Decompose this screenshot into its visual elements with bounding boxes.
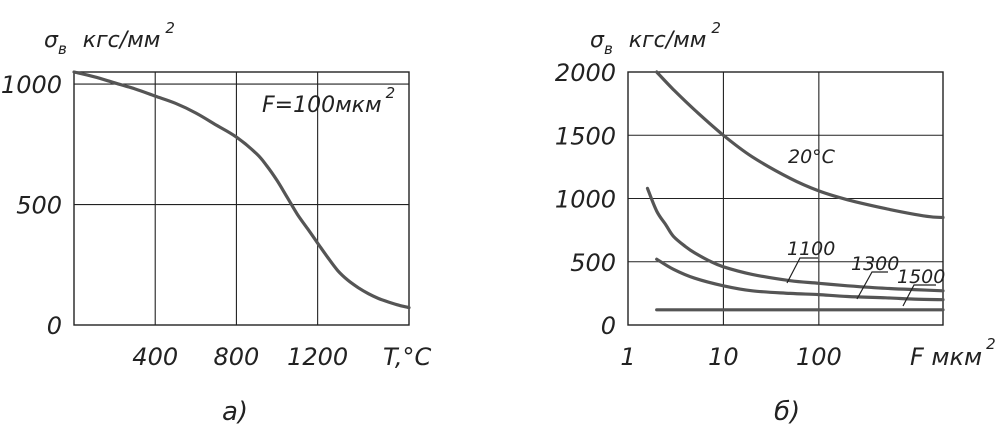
panel-b-series-line-20c xyxy=(655,70,945,220)
panel-b-y-tick-500: 500 xyxy=(570,249,616,277)
panel-a-ylabel-subscript: в xyxy=(58,40,67,58)
panel-a-series xyxy=(72,70,411,310)
panel-a-x-tick-800: 800 xyxy=(214,343,260,371)
panel-b-series-line-1100 xyxy=(645,186,945,293)
leader-1300 xyxy=(856,271,888,300)
panel-b-plot-frame xyxy=(627,71,944,326)
panel-a-y-tick-500: 500 xyxy=(16,192,62,220)
panel-b-y-tick-1000: 1000 xyxy=(555,186,616,214)
series-label-1500: 1500 xyxy=(897,266,945,288)
panel-b-y-tick-1500: 1500 xyxy=(555,122,616,150)
panel-a-series-line-0 xyxy=(72,70,411,310)
panel-b-caption: б) xyxy=(774,397,800,427)
leader-1500 xyxy=(902,284,936,307)
panel-b-series-line-1300 xyxy=(655,257,945,302)
panel-b-y-tick-0: 0 xyxy=(601,312,616,340)
series-label-1100: 1100 xyxy=(787,238,835,260)
panel-b-y-tick-labels: 0 500 1000 1500 2000 xyxy=(555,59,616,340)
panel-b-xlabel-exponent: 2 xyxy=(986,335,996,353)
panel-a-y-tick-0: 0 xyxy=(47,312,62,340)
panel-b-gridlines xyxy=(628,72,943,325)
leader-1100 xyxy=(786,257,818,284)
panel-a-y-tick-labels: 0 500 1000 xyxy=(1,71,62,340)
panel-b-x-tick-10: 10 xyxy=(708,343,739,371)
panel-b-ylabel: σв кгс/мм 2 xyxy=(590,19,721,58)
panel-a-annotation: F=100мкм 2 xyxy=(262,84,395,118)
panel-a-ylabel-unit: кгс/мм xyxy=(83,28,161,53)
panel-b-x-tick-labels: 1 10 100 xyxy=(620,343,841,371)
panel-a-ylabel-exponent: 2 xyxy=(165,19,175,37)
panel-a-annotation-text: F=100мкм xyxy=(262,93,382,118)
panel-b-xlabel: F мкм 2 xyxy=(910,335,996,371)
panel-b-ylabel-symbol: σ xyxy=(590,28,605,53)
panel-a-x-tick-400: 400 xyxy=(132,343,178,371)
panel-b-ylabel-unit: кгс/мм xyxy=(629,28,707,53)
panel-a-ylabel-symbol: σ xyxy=(44,28,59,53)
panel-a-x-tick-labels: 400 800 1200 xyxy=(132,343,348,371)
series-label-20c: 20°C xyxy=(788,146,836,168)
panel-b-ylabel-subscript: в xyxy=(604,40,613,58)
panel-a-y-tick-1000: 1000 xyxy=(1,71,62,99)
panel-a-annotation-exponent: 2 xyxy=(386,84,396,102)
panel-a-plot-frame xyxy=(73,71,410,326)
panel-b-x-tick-100: 100 xyxy=(796,343,842,371)
panel-a-gridlines xyxy=(74,72,409,325)
panel-b-y-tick-2000: 2000 xyxy=(555,59,616,87)
panel-b-series xyxy=(645,70,945,312)
panel-a-x-tick-1200: 1200 xyxy=(287,343,348,371)
panel-a-ylabel: σв кгс/мм 2 xyxy=(44,19,175,58)
panel-b-series-labels: 20°C 1100 1300 1500 xyxy=(786,146,945,307)
panel-b-ylabel-exponent: 2 xyxy=(711,19,721,37)
panel-b-xlabel-text: F мкм xyxy=(910,343,982,371)
panel-b-x-tick-1: 1 xyxy=(620,343,635,371)
panel-a-xlabel: T,°C xyxy=(383,343,431,371)
panel-a-caption: а) xyxy=(222,397,248,427)
series-label-1300: 1300 xyxy=(851,253,899,275)
